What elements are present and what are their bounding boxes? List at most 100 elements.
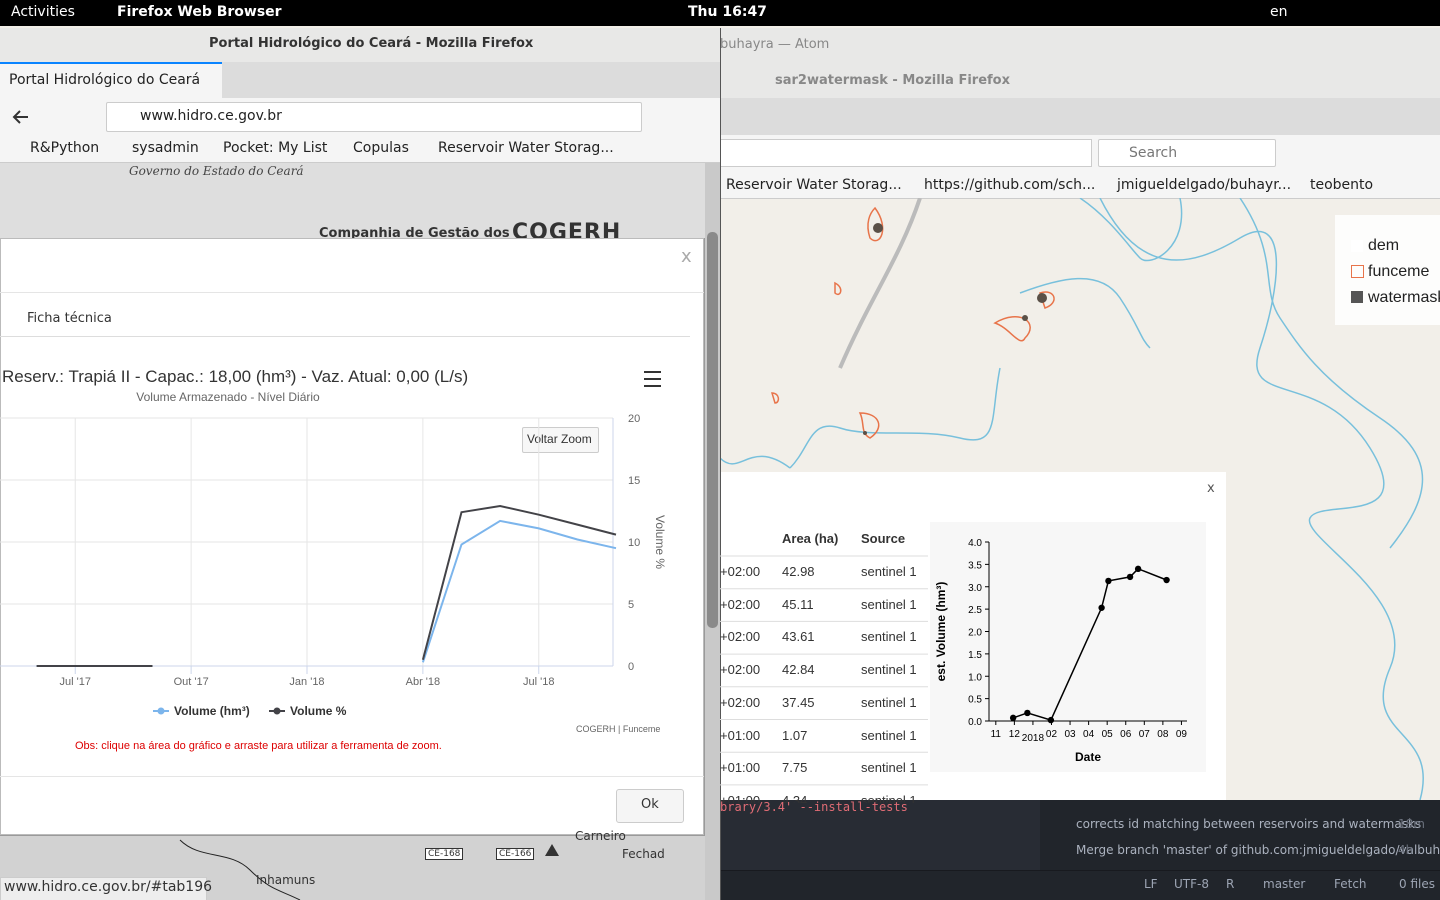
bookmark[interactable]: Copulas (353, 140, 409, 156)
search-placeholder[interactable]: Search (1129, 145, 1178, 161)
x-tick-label: 07 (1139, 729, 1151, 740)
map-label: Fechad (622, 847, 665, 861)
y-tick-label: 0.5 (968, 695, 982, 706)
commit-message[interactable]: corrects id matching between reservoirs … (1076, 817, 1422, 831)
chart: 0.0 0.5 1.0 1.5 2.0 2.5 3.0 3.5 4.0 11 12 2018 02 03 0… (934, 538, 1188, 764)
url-bar[interactable] (720, 139, 1092, 167)
point (1024, 709, 1031, 717)
app-menu[interactable]: Firefox Web Browser (117, 4, 282, 20)
ok-button[interactable] (616, 789, 684, 823)
bookmark[interactable]: teobento (1310, 177, 1374, 193)
divider (0, 292, 704, 293)
status-item[interactable]: master (1263, 877, 1306, 891)
table-cell: +02:00 (720, 694, 761, 710)
table-cell: 43.61 (782, 629, 815, 645)
table-cell: 42.98 (782, 564, 815, 579)
x-tick-label: 04 (1083, 729, 1095, 740)
bookmark[interactable]: Reservoir Water Storag... (438, 140, 614, 156)
bookmark[interactable]: Pocket: My List (223, 140, 328, 156)
x-tick-label: 03 (1064, 729, 1076, 740)
popup-close[interactable]: x (1207, 481, 1215, 496)
modal-tab[interactable]: Ficha técnica (27, 311, 112, 326)
status-item[interactable]: Fetch (1334, 877, 1367, 891)
series-line (1012, 567, 1167, 722)
ok-label[interactable]: Ok (641, 797, 659, 812)
x-tick-label: Jan '18 (289, 676, 324, 688)
chart-title: Reserv.: Trapiá II - Capac.: 18,00 (hm³)… (2, 367, 468, 386)
url[interactable]: www.hidro.ce.gov.br (140, 108, 282, 124)
map-label: CE-168 (425, 848, 464, 860)
table-cell: 4.34 (782, 792, 808, 803)
series-line (36, 519, 617, 667)
map (720, 198, 1424, 800)
x-tick-label: Jul '17 (60, 676, 91, 688)
legend-swatch (1351, 291, 1363, 303)
legend-label: Volume % (290, 704, 347, 718)
x-tick-label: 06 (1120, 729, 1132, 740)
status-tooltip (0, 877, 207, 900)
table-cell: +01:00 (720, 760, 761, 776)
x-tick-label: 2018 (1022, 733, 1045, 744)
bookmark[interactable]: sysadmin (132, 140, 199, 156)
language[interactable]: en (1270, 4, 1288, 20)
atom-title: buhayra — Atom (720, 37, 830, 52)
git-panel (1040, 800, 1440, 870)
search-box[interactable] (1098, 139, 1276, 167)
url-bar[interactable] (106, 102, 642, 132)
zoom-button-label[interactable]: Voltar Zoom (527, 432, 592, 446)
legend-label: Volume (hm³) (174, 704, 250, 718)
status-item[interactable]: UTF-8 (1174, 877, 1209, 891)
map-label: Inhamuns (256, 873, 316, 887)
modal (0, 238, 704, 835)
bookmark[interactable]: https://github.com/sch... (924, 177, 1096, 193)
legend-symbol (157, 707, 165, 715)
zoom-button[interactable] (522, 427, 599, 453)
activities[interactable]: Activities (11, 4, 75, 20)
tab-title[interactable]: Portal Hidrológico do Ceará (9, 72, 201, 88)
firefox-titlebar (720, 62, 1440, 98)
bookmark[interactable]: R&Python (30, 140, 100, 156)
y-tick-label: 1.5 (968, 650, 982, 661)
site-logo: COGERH (512, 220, 622, 238)
point (1105, 577, 1112, 585)
table-cell: sentinel 1 (861, 694, 917, 710)
y-tick-label: 0.0 (968, 717, 982, 728)
table-cell: sentinel 1 (861, 792, 917, 803)
tab[interactable] (0, 62, 222, 98)
point (1098, 604, 1105, 611)
legend-swatch (1351, 265, 1364, 278)
table-cell: sentinel 1 (861, 760, 917, 776)
status-item[interactable]: LF (1144, 877, 1158, 891)
y-tick-label: 5 (628, 599, 634, 611)
clock[interactable]: Thu 16:47 (688, 4, 767, 20)
window-title: Portal Hidrológico do Ceará - Mozilla Fi… (209, 36, 534, 51)
series-line (36, 504, 617, 667)
status-item[interactable]: 0 files (1399, 877, 1435, 891)
point (1009, 714, 1017, 722)
table-cell: +02:00 (720, 629, 761, 645)
bookmark[interactable]: jmigueldelgado/buhayr... (1117, 177, 1292, 193)
status-bar (720, 870, 1440, 900)
table-cell: +02:00 (720, 596, 761, 612)
map-label: Carneiro (575, 829, 626, 843)
table-cell: sentinel 1 (861, 596, 917, 612)
legend-symbol (273, 707, 281, 715)
commit-message[interactable]: Merge branch 'master' of github.com:jmig… (1076, 843, 1440, 857)
y-axis-label: Volume % (653, 515, 667, 569)
commit-age: 4h (1398, 843, 1414, 857)
chart-credit[interactable]: COGERH | Funceme (576, 724, 661, 734)
y-tick-label: 10 (628, 537, 640, 549)
legend-label: funceme (1368, 263, 1430, 280)
legend-label: watermask (1368, 289, 1440, 306)
table-cell: sentinel 1 (861, 564, 917, 579)
bookmark[interactable]: Reservoir Water Storag... (726, 177, 902, 193)
modal-close[interactable]: x (681, 246, 692, 267)
status-url: www.hidro.ce.gov.br/#tab196 (4, 879, 213, 895)
x-tick-label: 09 (1176, 729, 1188, 740)
status-item[interactable]: R (1226, 877, 1235, 891)
scrollbar-thumb[interactable] (707, 232, 718, 628)
y-tick-label: 3.0 (968, 583, 982, 594)
titlebar (0, 28, 720, 63)
